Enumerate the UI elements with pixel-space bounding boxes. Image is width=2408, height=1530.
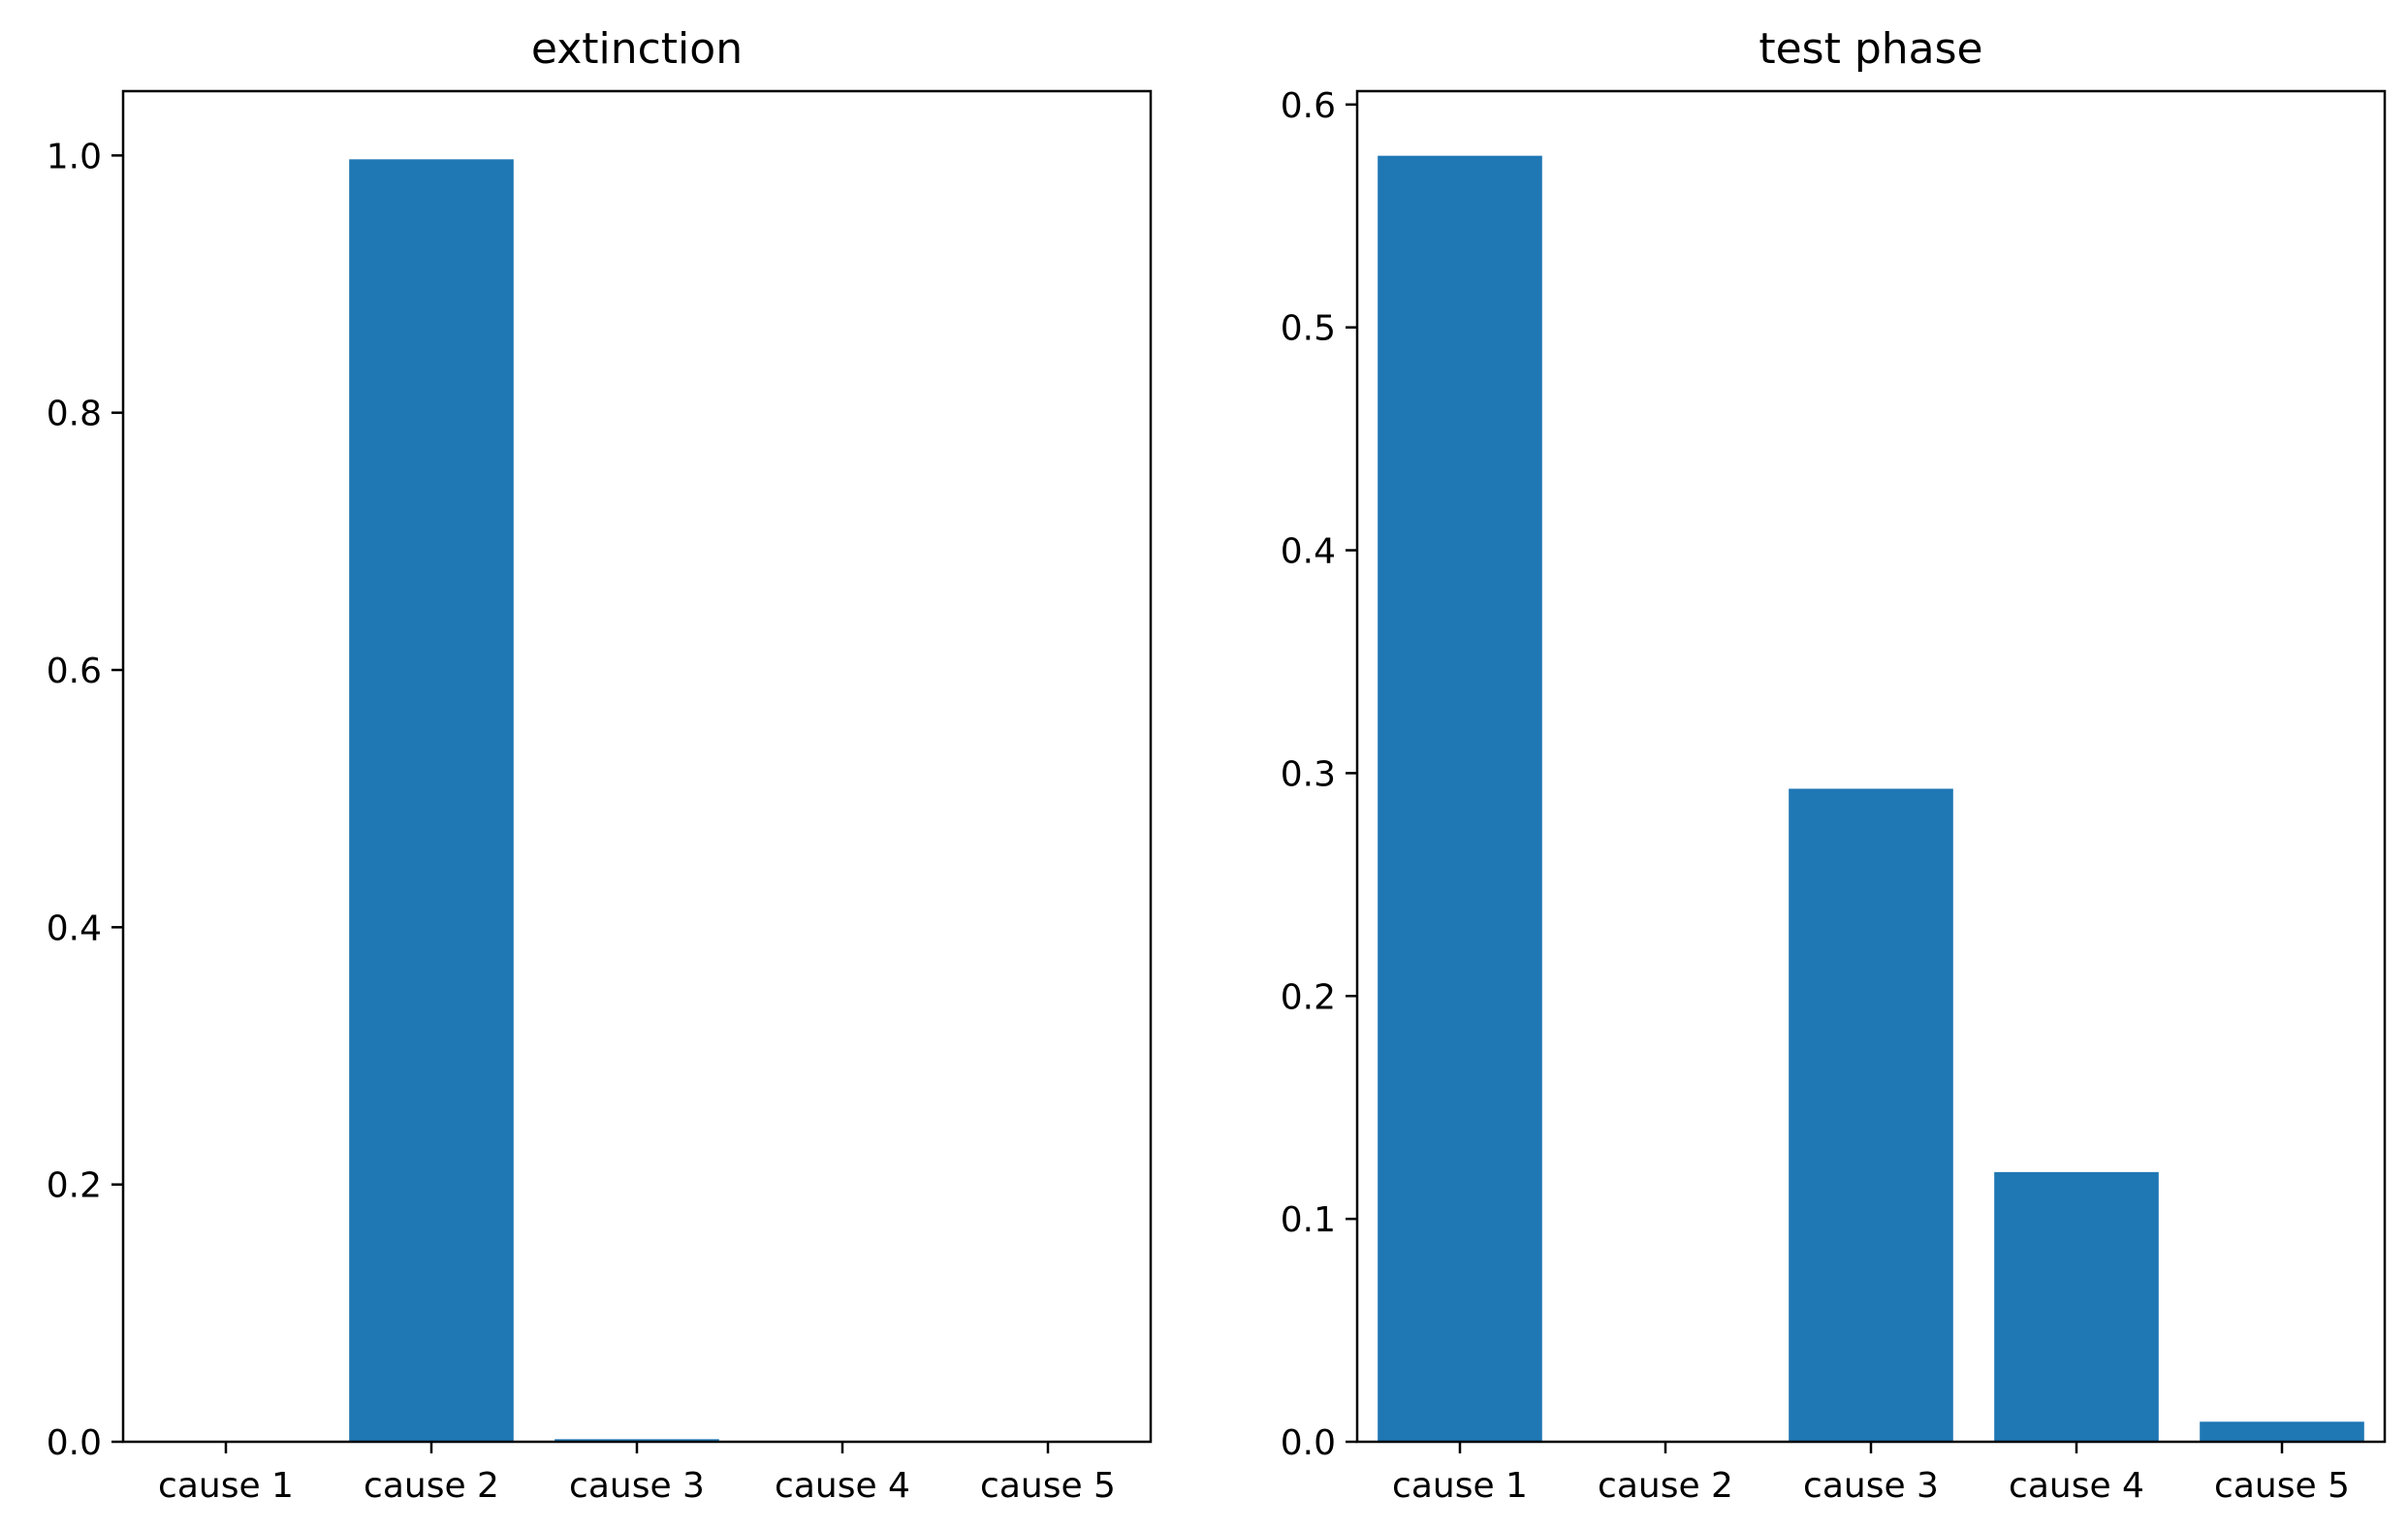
x-tick-label: cause 3 bbox=[1803, 1466, 1939, 1506]
x-tick-label: cause 4 bbox=[775, 1466, 910, 1506]
x-tick-label: cause 1 bbox=[1392, 1466, 1528, 1506]
x-tick-label: cause 5 bbox=[980, 1466, 1116, 1506]
y-tick-label: 0.2 bbox=[1281, 977, 1336, 1017]
y-tick-label: 0.1 bbox=[1281, 1200, 1336, 1240]
y-tick-label: 0.8 bbox=[47, 395, 102, 434]
bar-cause-3 bbox=[554, 1439, 719, 1442]
bar-cause-3 bbox=[1789, 788, 1953, 1442]
x-tick-label: cause 2 bbox=[1598, 1466, 1733, 1506]
chart-title: extinction bbox=[531, 24, 743, 74]
bar-cause-1 bbox=[1378, 155, 1542, 1442]
bar-cause-2 bbox=[349, 159, 514, 1442]
axes-frame bbox=[121, 89, 1153, 1444]
bar-cause-5 bbox=[2200, 1421, 2364, 1442]
x-tick-label: cause 3 bbox=[569, 1466, 705, 1506]
x-tick-label: cause 5 bbox=[2214, 1466, 2350, 1506]
y-tick-label: 0.0 bbox=[1281, 1423, 1336, 1463]
chart-title: test phase bbox=[1758, 24, 1982, 74]
y-tick-label: 0.0 bbox=[47, 1423, 102, 1463]
y-tick-label: 0.6 bbox=[1281, 86, 1336, 126]
extinction-panel: extinction 0.0 0.2 0.4 0.6 0.8 1.0 cause 1 caus… bbox=[47, 24, 1153, 1506]
y-tick-label: 0.2 bbox=[47, 1166, 102, 1206]
y-tick-label: 0.6 bbox=[47, 652, 102, 691]
bar-cause-4 bbox=[1994, 1171, 2159, 1442]
x-tick-label: cause 2 bbox=[364, 1466, 499, 1506]
y-tick-label: 0.3 bbox=[1281, 754, 1336, 794]
x-tick-label: cause 4 bbox=[2009, 1466, 2144, 1506]
y-tick-label: 0.5 bbox=[1281, 309, 1336, 349]
y-tick-label: 0.4 bbox=[47, 908, 102, 948]
test-phase-panel: test phase 0.0 0.1 0.2 0.3 0.4 0.5 0.6 cause 1 c… bbox=[1281, 24, 2387, 1506]
x-tick-label: cause 1 bbox=[158, 1466, 294, 1506]
y-tick-label: 1.0 bbox=[47, 137, 102, 176]
y-tick-label: 0.4 bbox=[1281, 532, 1336, 572]
